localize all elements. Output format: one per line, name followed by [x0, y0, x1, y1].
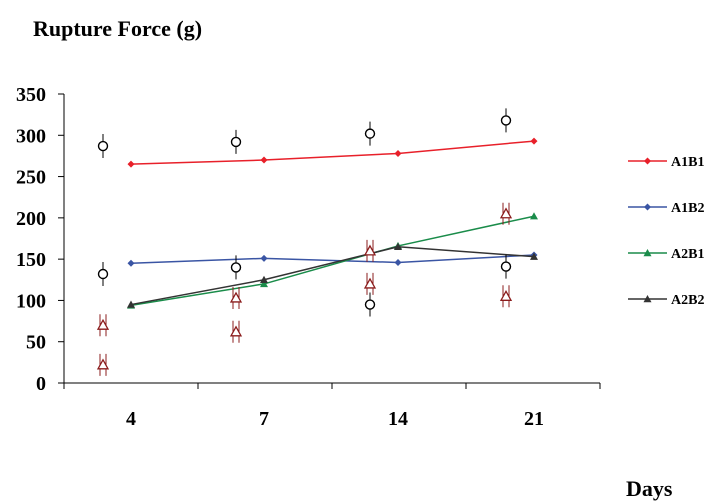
x-tick-label: 4: [126, 408, 136, 430]
data-point: [394, 242, 402, 250]
triangle-marker: [363, 244, 377, 256]
triangle-marker: [96, 358, 110, 370]
data-point: [643, 249, 652, 257]
triangle-marker: [96, 318, 110, 330]
legend-label: A1B2: [671, 201, 704, 216]
series-line-a2b1: [130, 215, 535, 307]
legend-item-a1b1: A1B1: [628, 155, 704, 170]
data-point: [260, 279, 268, 288]
y-tick-label: 250: [16, 167, 46, 189]
triangle-marker: [229, 325, 243, 337]
data-point: [260, 275, 268, 283]
x-tick-label: 7: [259, 408, 269, 430]
plot-area: 0 50 100 150 200 250 300 350 4 7 14 21 A1B1 A1B2 A2B1 A…: [16, 84, 704, 430]
legend-item-a1b2: A1B2: [628, 201, 704, 216]
circle-marker: [500, 261, 512, 272]
data-point: [530, 252, 538, 260]
legend-label: A1B1: [671, 155, 704, 170]
y-tick-label: 100: [16, 290, 46, 312]
data-point: [530, 212, 538, 220]
y-tick-label: 0: [36, 373, 46, 395]
data-point: [127, 160, 135, 168]
y-tick-label: 150: [16, 249, 46, 271]
circle-marker: [364, 128, 376, 139]
data-point: [394, 149, 402, 157]
legend-item-a2b1: A2B1: [628, 247, 704, 262]
data-point: [644, 157, 651, 165]
data-point: [530, 137, 538, 145]
legend-label: A2B1: [671, 247, 704, 262]
data-point: [644, 203, 651, 211]
series-line-a1b1: [130, 140, 535, 165]
y-tick-label: 350: [16, 84, 46, 106]
data-point: [394, 258, 402, 266]
circle-marker: [230, 262, 242, 273]
y-tick-label: 50: [26, 332, 46, 354]
triangle-marker: [499, 207, 513, 219]
circle-marker: [97, 268, 109, 280]
series-line-a2b2: [130, 246, 535, 306]
triangle-marker: [499, 289, 513, 301]
data-point: [260, 254, 268, 262]
circle-marker: [364, 299, 376, 310]
legend-label: A2B2: [671, 293, 704, 308]
circle-marker: [230, 136, 242, 148]
data-point: [127, 259, 135, 267]
y-tick-label: 300: [16, 125, 46, 147]
data-point: [260, 156, 268, 164]
triangle-marker: [229, 291, 243, 303]
chart-title: Rupture Force (g): [33, 16, 202, 41]
series-line-a1b2: [130, 254, 535, 265]
x-tick-label: 14: [388, 408, 408, 430]
y-tick-label: 200: [16, 208, 46, 230]
x-axis-title: Days: [626, 476, 673, 501]
circle-marker: [97, 140, 109, 152]
circle-marker: [500, 115, 512, 126]
legend-item-a2b2: A2B2: [628, 293, 704, 308]
data-point: [643, 295, 652, 303]
triangle-marker: [363, 277, 377, 289]
data-point: [127, 300, 135, 308]
x-tick-label: 21: [524, 408, 544, 430]
